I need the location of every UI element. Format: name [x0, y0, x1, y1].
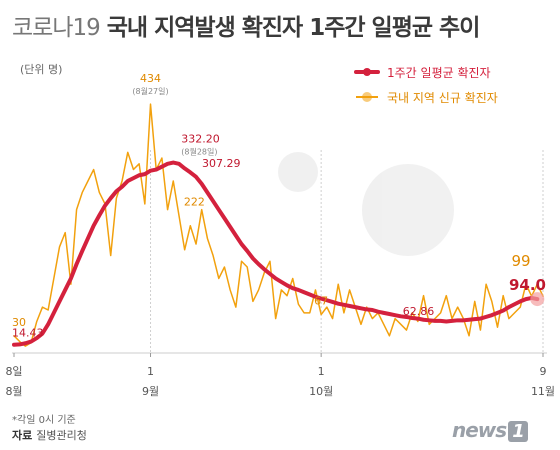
legend: 1주간 일평균 확진자 국내 지역 신규 확진자 [354, 66, 498, 105]
data-label: 332.20 [181, 133, 220, 146]
data-label: 99 [512, 252, 531, 270]
source-line: 자료 질병관리청 [12, 427, 87, 443]
plot-area [12, 103, 545, 347]
series-line-avg [12, 160, 540, 347]
x-tick-label: 1 [147, 365, 154, 378]
data-label-date: (8월27일) [132, 86, 168, 96]
logo-text: news [452, 418, 507, 442]
data-label: 62.86 [403, 305, 435, 318]
legend-avg-label: 1주간 일평균 확진자 [387, 66, 491, 80]
legend-avg-marker [363, 68, 371, 76]
virus-small-icon [278, 152, 318, 192]
logo-mark: 1 [508, 421, 528, 442]
x-tick-label: 8일 [5, 364, 22, 378]
data-label: 14.43 [12, 327, 44, 340]
series-line-daily [13, 103, 544, 347]
line-chart: 8일 8월 1 9월 1 10월 9 11월 30 434(8월27일) 222 67 99 14.43… [5, 63, 555, 398]
title-main: 국내 지역발생 확진자 1주간 일평균 추이 [106, 15, 481, 41]
title-topic: 코로나19 [12, 15, 101, 41]
x-tick-label: 1 [318, 365, 325, 378]
virus-large-icon [362, 164, 454, 256]
legend-item-avg: 1주간 일평균 확진자 [354, 66, 491, 80]
data-label: 67 [314, 295, 328, 308]
source-label: 자료 [12, 429, 33, 442]
footnote: *각일 0시 기준 [12, 415, 76, 426]
data-label-date: (8월28일) [181, 147, 217, 157]
page-title: 코로나19 국내 지역발생 확진자 1주간 일평균 추이 [12, 8, 481, 42]
legend-daily-marker [362, 92, 372, 102]
source-value: 질병관리청 [36, 429, 87, 442]
data-label: 30 [12, 316, 26, 329]
data-label: 94.0 [509, 276, 546, 294]
legend-daily-label: 국내 지역 신규 확진자 [387, 91, 498, 105]
data-label: 307.29 [202, 157, 241, 170]
data-labels: 30 434(8월27일) 222 67 99 14.43 332.20(8월28일)307… [12, 72, 546, 340]
virus-illustration [278, 152, 454, 256]
x-axis: 8일 8월 1 9월 1 10월 9 11월 [5, 150, 555, 398]
news1-logo: news 1 [452, 418, 528, 442]
x-tick-sublabel: 9월 [142, 385, 159, 398]
legend-item-daily: 국내 지역 신규 확진자 [356, 91, 498, 105]
unit-label: (단위 명) [20, 63, 62, 76]
data-label: 434 [140, 72, 161, 85]
x-tick-label: 9 [540, 365, 547, 378]
data-label: 222 [184, 196, 205, 209]
x-tick-sublabel: 11월 [531, 385, 555, 398]
x-tick-sublabel: 10월 [309, 385, 333, 398]
end-marker-avg [530, 292, 545, 307]
x-tick-sublabel: 8월 [5, 385, 22, 398]
